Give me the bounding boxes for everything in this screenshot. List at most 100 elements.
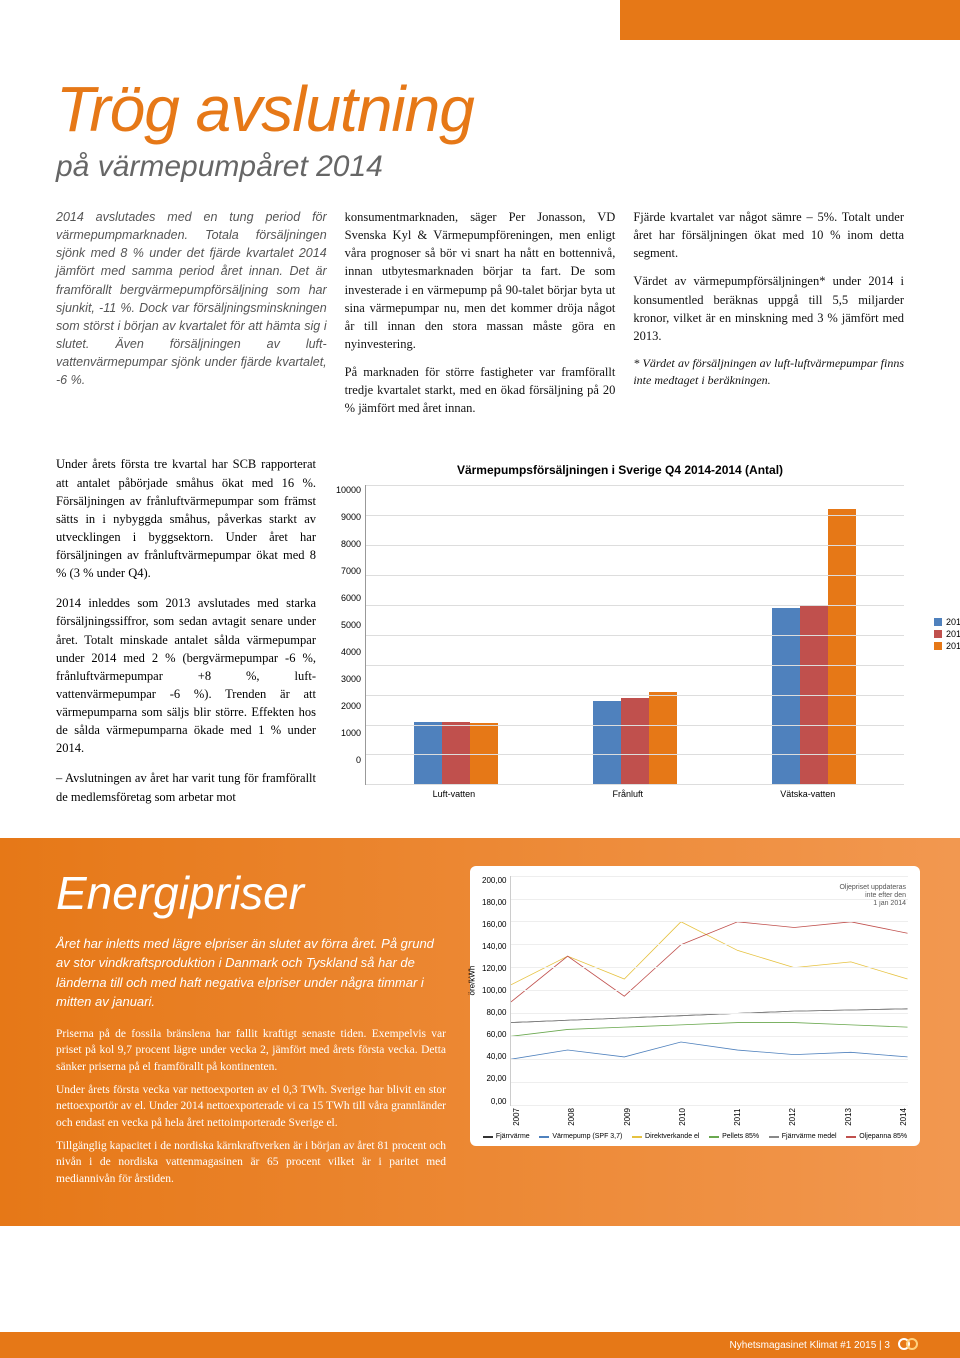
line-legend-item: Direktverkande el (632, 1133, 699, 1140)
line-xlabel: 2010 (678, 1108, 687, 1126)
line-gridline (511, 1036, 908, 1037)
legend-swatch-icon (539, 1136, 549, 1138)
bar-chart-legend: 201220132014 (934, 617, 960, 653)
footer-logo-icon (898, 1338, 920, 1352)
lower-p2: 2014 inleddes som 2013 avslutades med st… (56, 594, 316, 757)
line-chart-xlabels: 20072008200920102011201220132014 (512, 1108, 908, 1126)
bar-chart-xlabels: Luft-vattenFrånluftVätska-vatten (364, 789, 904, 799)
energi-intro: Året har inletts med lägre elpriser än s… (56, 934, 446, 1012)
line-legend-item: Oljepanna 85% (846, 1133, 907, 1140)
bar-gridline (366, 485, 904, 486)
line-legend-label: Oljepanna 85% (859, 1133, 907, 1140)
line-ytick: 20,00 (482, 1074, 506, 1083)
line-ytick: 40,00 (482, 1052, 506, 1061)
line-gridline (511, 1105, 908, 1106)
legend-swatch-icon (769, 1136, 779, 1138)
article-subtitle: på värmepumpåret 2014 (56, 150, 904, 184)
page-footer: Nyhetsmagasinet Klimat #1 2015 | 3 (0, 1332, 960, 1358)
line-legend-label: Direktverkande el (645, 1133, 699, 1140)
article-footnote: * Värdet av försäljningen av luft-luftvä… (633, 355, 904, 390)
line-ytick: 100,00 (482, 986, 506, 995)
bar (414, 722, 442, 785)
line-series (511, 1008, 908, 1022)
energipriser-section: Energipriser Året har inletts med lägre … (0, 838, 960, 1226)
lower-p3: – Avslutningen av året har varit tung fö… (56, 769, 316, 805)
legend-swatch-icon (632, 1136, 642, 1138)
bar-xlabel: Frånluft (612, 789, 643, 799)
line-chart-ylabel: öre/kWh (468, 965, 477, 995)
bar-gridline (366, 695, 904, 696)
line-ytick: 60,00 (482, 1030, 506, 1039)
line-legend-label: Fjärrvärme medel (782, 1133, 837, 1140)
bar (593, 701, 621, 785)
legend-swatch-icon (934, 618, 942, 626)
line-xlabel: 2009 (623, 1108, 632, 1126)
energi-p1: Priserna på de fossila bränslena har fal… (56, 1026, 446, 1076)
line-legend-label: Värmepump (SPF 3,7) (552, 1133, 622, 1140)
line-series (511, 1042, 908, 1059)
line-gridline (511, 990, 908, 991)
bar (442, 722, 470, 785)
article-col2-p2: På marknaden för större fastigheter var … (345, 363, 616, 417)
energi-p2: Under årets första vecka var nettoexport… (56, 1082, 446, 1132)
bar-gridline (366, 784, 904, 785)
line-chart-plot (510, 876, 908, 1106)
legend-swatch-icon (934, 642, 942, 650)
line-xlabel: 2012 (788, 1108, 797, 1126)
bar-ytick: 10000 (336, 485, 361, 495)
line-legend-label: Pellets 85% (722, 1133, 759, 1140)
page-container: Trög avslutning på värmepumpåret 2014 20… (0, 0, 960, 1226)
header-accent-bar (620, 0, 960, 40)
line-gridline (511, 1059, 908, 1060)
line-ytick: 0,00 (482, 1097, 506, 1106)
lower-p1: Under årets första tre kvartal har SCB r… (56, 455, 316, 582)
bar-gridline (366, 515, 904, 516)
article-intro: 2014 avslutades med en tung period för v… (56, 208, 327, 389)
line-chart-yaxis: 200,00180,00160,00140,00120,00100,0080,0… (482, 876, 510, 1106)
line-xlabel: 2014 (899, 1108, 908, 1126)
legend-swatch-icon (846, 1136, 856, 1138)
bar-xlabel: Vätska-vatten (780, 789, 835, 799)
line-gridline (511, 1082, 908, 1083)
line-xlabel: 2007 (512, 1108, 521, 1126)
legend-swatch-icon (934, 630, 942, 638)
bar-ytick: 1000 (336, 728, 361, 738)
bar-gridline (366, 754, 904, 755)
bar-ytick: 3000 (336, 674, 361, 684)
bar-chart-yaxis: 1000090008000700060005000400030002000100… (336, 485, 365, 785)
bar-legend-label: 2014 (946, 641, 960, 651)
bar-gridline (366, 575, 904, 576)
line-ytick: 180,00 (482, 898, 506, 907)
line-ytick: 120,00 (482, 964, 506, 973)
bar-gridline (366, 605, 904, 606)
bar-ytick: 9000 (336, 512, 361, 522)
bar-legend-label: 2013 (946, 629, 960, 639)
bar-ytick: 8000 (336, 539, 361, 549)
bar-ytick: 7000 (336, 566, 361, 576)
line-gridline (511, 1013, 908, 1014)
line-gridline (511, 944, 908, 945)
bar-chart-plot (365, 485, 904, 785)
article-col3-p1: Fjärde kvartalet var något sämre – 5%. T… (633, 208, 904, 262)
bar (621, 698, 649, 785)
bar-ytick: 0 (336, 755, 361, 765)
bar-legend-item: 2013 (934, 629, 960, 639)
line-xlabel: 2011 (733, 1108, 742, 1126)
line-legend-label: Fjärrvärme (496, 1133, 530, 1140)
line-gridline (511, 899, 908, 900)
line-series (511, 921, 908, 984)
article-col2-p1: konsumentmarknaden, säger Per Jonasson, … (345, 208, 616, 353)
bar (828, 509, 856, 784)
article-title: Trög avslutning (56, 72, 904, 146)
line-ytick: 200,00 (482, 876, 506, 885)
legend-swatch-icon (483, 1136, 493, 1138)
intro-columns: 2014 avslutades med en tung period för v… (56, 208, 904, 427)
bar-chart-title: Värmepumpsförsäljningen i Sverige Q4 201… (336, 463, 904, 477)
bar-legend-item: 2014 (934, 641, 960, 651)
bar-gridline (366, 635, 904, 636)
footer-text: Nyhetsmagasinet Klimat #1 2015 | 3 (730, 1340, 890, 1351)
line-xlabel: 2013 (844, 1108, 853, 1126)
line-chart-legend: Fjärrvärme Värmepump (SPF 3,7) Direktverka… (482, 1133, 908, 1140)
line-gridline (511, 967, 908, 968)
bar-ytick: 6000 (336, 593, 361, 603)
